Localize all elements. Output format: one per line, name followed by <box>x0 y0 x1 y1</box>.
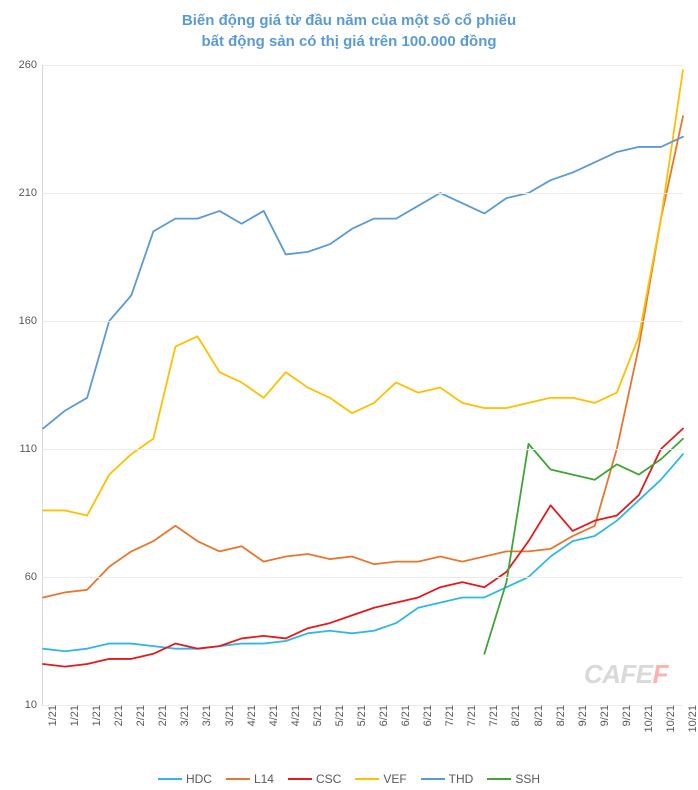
chart-container: Biến động giá từ đầu năm của một số cổ p… <box>0 0 698 790</box>
legend-item-HDC: HDC <box>158 772 212 786</box>
x-tick-label: 2/21 <box>157 705 169 726</box>
series-SSH <box>484 439 683 654</box>
legend-swatch-icon <box>487 778 511 780</box>
title-line-2: bất động sản có thị giá trên 100.000 đồn… <box>201 33 496 50</box>
x-tick-label: 8/21 <box>533 705 545 726</box>
legend-label: VEF <box>383 772 406 786</box>
gridline <box>43 65 683 66</box>
legend-swatch-icon <box>355 778 379 780</box>
title-line-1: Biến động giá từ đầu năm của một số cổ p… <box>182 12 516 29</box>
x-tick-label: 3/21 <box>201 705 213 726</box>
chart-title: Biến động giá từ đầu năm của một số cổ p… <box>0 10 698 52</box>
x-tick-label: 6/21 <box>378 705 390 726</box>
x-tick-label: 9/21 <box>599 705 611 726</box>
x-tick-label: 4/21 <box>268 705 280 726</box>
legend-label: THD <box>449 772 474 786</box>
x-tick-label: 2/21 <box>135 705 147 726</box>
gridline <box>43 193 683 194</box>
x-tick-label: 8/21 <box>555 705 567 726</box>
x-tick-label: 1/21 <box>69 705 81 726</box>
x-tick-label: 6/21 <box>422 705 434 726</box>
series-L14 <box>43 116 683 597</box>
y-tick-label: 60 <box>25 571 43 583</box>
legend-label: CSC <box>316 772 341 786</box>
x-tick-label: 10/21 <box>665 705 677 733</box>
y-tick-label: 110 <box>19 443 43 455</box>
legend-label: SSH <box>515 772 540 786</box>
x-tick-label: 9/21 <box>621 705 633 726</box>
x-tick-label: 2/21 <box>113 705 125 726</box>
x-tick-label: 5/21 <box>312 705 324 726</box>
legend-label: HDC <box>186 772 212 786</box>
x-tick-label: 5/21 <box>334 705 346 726</box>
legend-item-VEF: VEF <box>355 772 406 786</box>
x-tick-label: 6/21 <box>400 705 412 726</box>
x-tick-label: 7/21 <box>488 705 500 726</box>
series-THD <box>43 137 683 429</box>
watermark-logo: CAFEF <box>584 659 668 690</box>
x-tick-label: 1/21 <box>91 705 103 726</box>
y-tick-label: 210 <box>19 187 43 199</box>
legend: HDC L14 CSC VEF THD SSH <box>0 772 698 786</box>
legend-swatch-icon <box>226 778 250 780</box>
x-tick-label: 4/21 <box>290 705 302 726</box>
legend-item-SSH: SSH <box>487 772 540 786</box>
plot-area: 10601101602102601/211/211/212/212/212/21… <box>42 65 683 706</box>
legend-item-L14: L14 <box>226 772 274 786</box>
series-HDC <box>43 454 683 651</box>
x-tick-label: 3/21 <box>224 705 236 726</box>
x-tick-label: 10/21 <box>687 705 698 733</box>
gridline <box>43 321 683 322</box>
legend-swatch-icon <box>421 778 445 780</box>
gridline <box>43 449 683 450</box>
x-tick-label: 5/21 <box>356 705 368 726</box>
x-tick-label: 1/21 <box>47 705 59 726</box>
x-tick-label: 10/21 <box>643 705 655 733</box>
legend-item-THD: THD <box>421 772 474 786</box>
x-tick-label: 7/21 <box>466 705 478 726</box>
x-tick-label: 9/21 <box>577 705 589 726</box>
x-tick-label: 7/21 <box>444 705 456 726</box>
series-lines <box>43 65 683 705</box>
y-tick-label: 160 <box>19 315 43 327</box>
x-tick-label: 4/21 <box>246 705 258 726</box>
gridline <box>43 577 683 578</box>
legend-item-CSC: CSC <box>288 772 341 786</box>
legend-swatch-icon <box>158 778 182 780</box>
x-tick-label: 3/21 <box>179 705 191 726</box>
legend-swatch-icon <box>288 778 312 780</box>
y-tick-label: 10 <box>25 699 43 711</box>
x-tick-label: 8/21 <box>510 705 522 726</box>
y-tick-label: 260 <box>19 59 43 71</box>
legend-label: L14 <box>254 772 274 786</box>
